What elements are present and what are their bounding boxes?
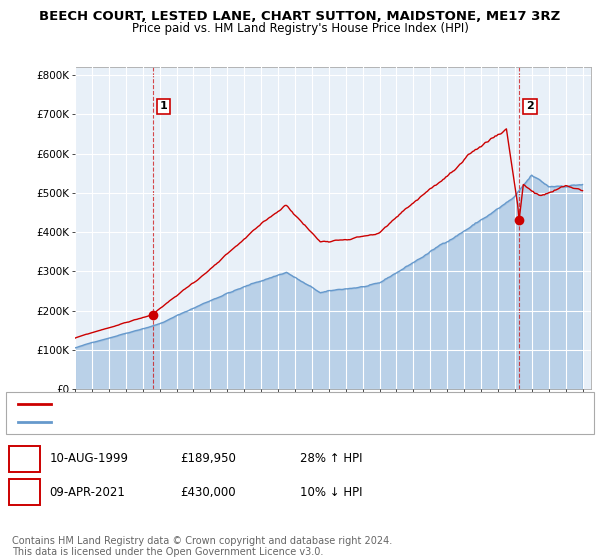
Text: 10-AUG-1999: 10-AUG-1999 [49,452,128,465]
Text: £430,000: £430,000 [180,486,236,499]
Text: HPI: Average price, detached house, Maidstone: HPI: Average price, detached house, Maid… [54,417,318,427]
Text: BEECH COURT, LESTED LANE, CHART SUTTON, MAIDSTONE, ME17 3RZ: BEECH COURT, LESTED LANE, CHART SUTTON, … [40,10,560,23]
Text: 1: 1 [20,452,29,465]
Text: 10% ↓ HPI: 10% ↓ HPI [300,486,362,499]
Text: 1: 1 [160,101,167,111]
Text: BEECH COURT, LESTED LANE, CHART SUTTON, MAIDSTONE, ME17 3RZ (detached house: BEECH COURT, LESTED LANE, CHART SUTTON, … [54,399,545,409]
Text: £189,950: £189,950 [180,452,236,465]
Text: 2: 2 [20,486,29,499]
Text: 28% ↑ HPI: 28% ↑ HPI [300,452,362,465]
Text: Contains HM Land Registry data © Crown copyright and database right 2024.
This d: Contains HM Land Registry data © Crown c… [12,535,392,557]
Text: 09-APR-2021: 09-APR-2021 [49,486,125,499]
Text: 2: 2 [526,101,534,111]
Text: Price paid vs. HM Land Registry's House Price Index (HPI): Price paid vs. HM Land Registry's House … [131,22,469,35]
